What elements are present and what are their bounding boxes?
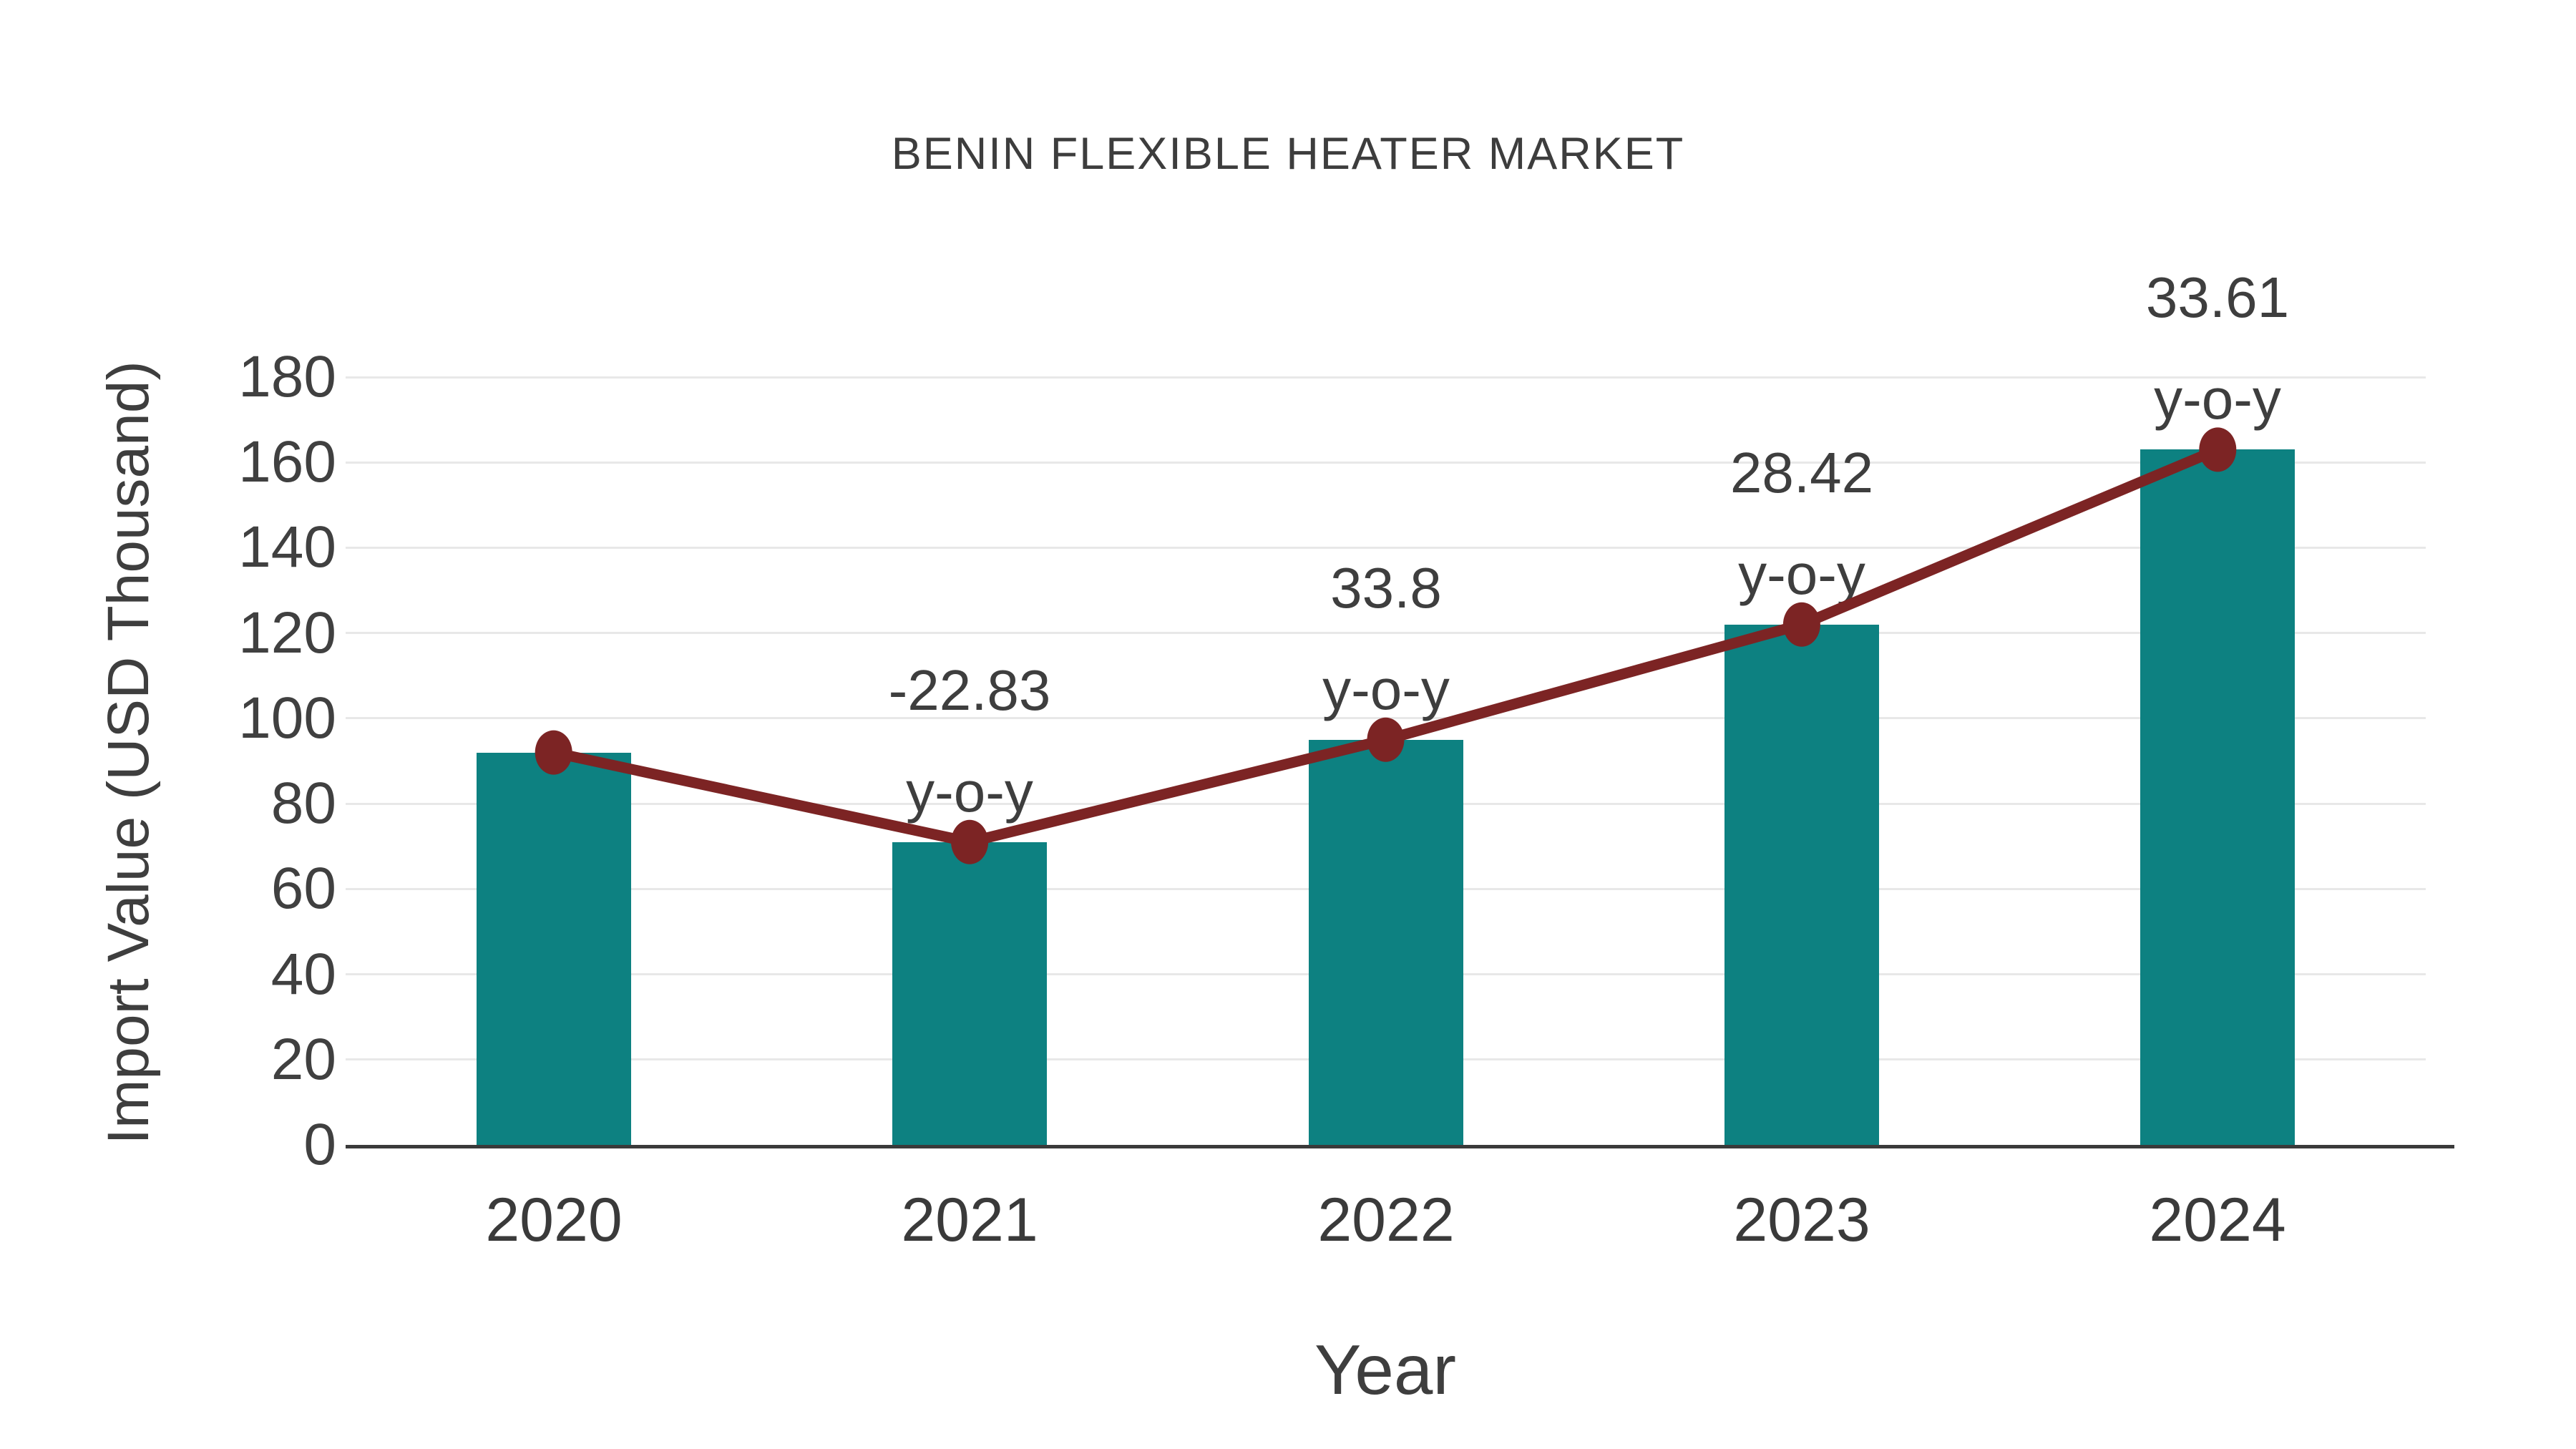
y-tick-label-140: 140	[238, 514, 336, 580]
x-axis-title: Year	[1314, 1330, 1457, 1409]
gridline-y-120	[346, 632, 2426, 634]
y-tick-label-60: 60	[270, 856, 336, 921]
annotation-value-2022: 33.8	[1330, 556, 1442, 620]
x-tick-label-2020: 2020	[485, 1186, 623, 1254]
x-tick-label-2024: 2024	[2149, 1186, 2286, 1254]
annotation-value-2023: 28.42	[1729, 441, 1874, 504]
gridline-y-140	[346, 547, 2426, 549]
y-tick-label-40: 40	[270, 942, 336, 1007]
gridline-y-160	[346, 462, 2426, 464]
annotation-label-2022: y-o-y	[1322, 658, 1450, 721]
chart-title: BENIN FLEXIBLE HEATER MARKET	[891, 129, 1685, 179]
y-tick-label-160: 160	[238, 429, 336, 494]
x-tick-label-2023: 2023	[1733, 1186, 1870, 1254]
y-tick-label-100: 100	[238, 686, 336, 751]
annotation-label-2024: y-o-y	[2154, 367, 2281, 431]
annotation-value-2021: -22.83	[888, 658, 1051, 722]
y-tick-label-20: 20	[270, 1027, 336, 1092]
bar-2023	[1724, 625, 1879, 1145]
annotation-value-2024: 33.61	[2145, 265, 2290, 329]
y-tick-label-120: 120	[238, 600, 336, 665]
x-axis-line	[346, 1145, 2454, 1148]
bar-2021	[892, 842, 1047, 1145]
y-tick-label-80: 80	[270, 771, 336, 836]
y-tick-label-0: 0	[303, 1112, 336, 1177]
y-tick-label-180: 180	[238, 344, 336, 409]
gridline-y-180	[346, 376, 2426, 379]
x-tick-label-2022: 2022	[1317, 1186, 1455, 1254]
bar-2020	[477, 753, 631, 1145]
bar-2022	[1309, 740, 1463, 1145]
annotation-label-2023: y-o-y	[1738, 542, 1865, 606]
x-tick-label-2021: 2021	[901, 1186, 1038, 1254]
bar-2024	[2140, 449, 2295, 1145]
annotation-label-2021: y-o-y	[906, 760, 1033, 824]
